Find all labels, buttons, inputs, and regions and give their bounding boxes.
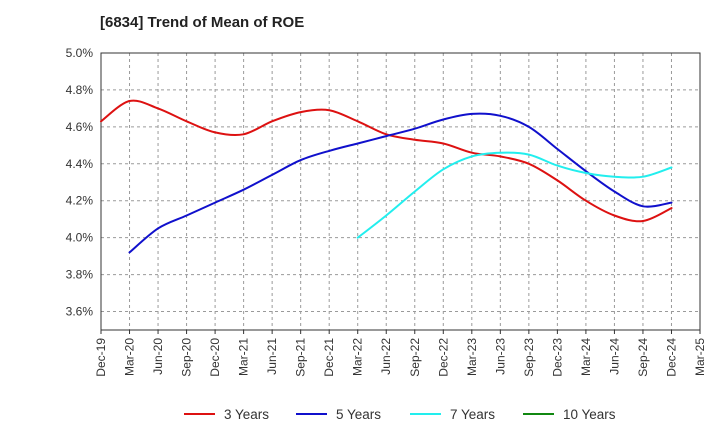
x-tick-label: Mar-21 (237, 338, 251, 376)
y-tick-label: 3.6% (66, 305, 94, 319)
series-layer (100, 99, 673, 254)
y-tick-label: 5.0% (66, 46, 94, 60)
x-tick-label: Jun-22 (379, 338, 393, 375)
x-tick-label: Sep-20 (180, 338, 194, 377)
chart-title: [6834] Trend of Mean of ROE (100, 14, 305, 31)
x-tick-label: Mar-20 (123, 338, 137, 376)
plot-area-border (100, 52, 701, 331)
series-line-7-years (356, 151, 673, 239)
x-tick-label: Mar-22 (351, 338, 365, 376)
x-tick-label: Jun-20 (151, 338, 165, 375)
x-tick-label: Dec-23 (550, 338, 564, 377)
legend: 3 Years 5 Years 7 Years 10 Years (184, 407, 616, 422)
series-line-5-years (128, 112, 673, 254)
y-tick-label: 4.6% (66, 120, 94, 134)
x-tick-label: Mar-23 (465, 338, 479, 376)
legend-label-7-years: 7 Years (450, 407, 495, 422)
y-tick-label: 4.2% (66, 194, 94, 208)
legend-label-3-years: 3 Years (224, 407, 269, 422)
y-tick-label: 4.0% (66, 231, 94, 245)
x-tick-label: Jun-21 (265, 338, 279, 375)
x-tick-label: Mar-24 (579, 338, 593, 376)
x-tick-label: Jun-23 (493, 338, 507, 375)
axis-layer: 3.6% 3.8% 4.0% 4.2% 4.4% 4.6% 4.8% 5.0% Dec-19 Ma… (66, 46, 707, 377)
legend-label-5-years: 5 Years (336, 407, 381, 422)
x-tick-label: Sep-22 (408, 338, 422, 377)
x-tick-label: Dec-20 (208, 338, 222, 377)
legend-label-10-years: 10 Years (563, 407, 616, 422)
x-tick-label: Sep-21 (294, 338, 308, 377)
x-tick-label: Dec-22 (436, 338, 450, 377)
y-tick-label: 4.4% (66, 157, 94, 171)
series-line-3-years (100, 99, 673, 223)
x-tick-label: Dec-19 (94, 338, 108, 377)
x-tick-label: Mar-25 (693, 338, 707, 376)
x-tick-label: Dec-24 (664, 338, 678, 377)
grid-layer (101, 52, 700, 330)
x-tick-label: Sep-24 (636, 338, 650, 377)
x-tick-label: Jun-24 (607, 338, 621, 375)
y-tick-label: 4.8% (66, 83, 94, 97)
y-tick-label: 3.8% (66, 268, 94, 282)
x-tick-label: Sep-23 (522, 338, 536, 377)
x-tick-label: Dec-21 (322, 338, 336, 377)
